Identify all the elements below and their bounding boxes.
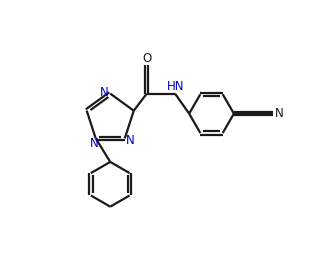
Text: HN: HN bbox=[167, 80, 184, 93]
Text: O: O bbox=[142, 52, 151, 65]
Text: N: N bbox=[90, 137, 99, 150]
Text: N: N bbox=[126, 134, 134, 147]
Text: N: N bbox=[275, 107, 284, 120]
Text: N: N bbox=[100, 86, 109, 99]
